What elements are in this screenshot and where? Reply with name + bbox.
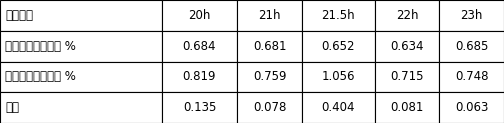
Bar: [374, 0, 439, 31]
Bar: [237, 62, 302, 92]
Bar: [439, 62, 504, 92]
Text: 0.715: 0.715: [390, 70, 424, 83]
Bar: [302, 92, 374, 123]
Text: 0.078: 0.078: [253, 101, 286, 114]
Bar: [162, 0, 237, 31]
Text: 21.5h: 21.5h: [322, 9, 355, 22]
Text: 22h: 22h: [396, 9, 418, 22]
Bar: [237, 92, 302, 123]
Text: 0.135: 0.135: [183, 101, 216, 114]
Text: 0.652: 0.652: [322, 40, 355, 53]
Text: 23h: 23h: [461, 9, 483, 22]
Bar: [439, 0, 504, 31]
Bar: [237, 0, 302, 31]
Bar: [162, 31, 237, 62]
Bar: [0, 92, 162, 123]
Text: 1.056: 1.056: [322, 70, 355, 83]
Bar: [302, 31, 374, 62]
Bar: [0, 0, 162, 31]
Bar: [374, 92, 439, 123]
Text: 0.759: 0.759: [253, 70, 286, 83]
Bar: [162, 62, 237, 92]
Bar: [374, 31, 439, 62]
Bar: [237, 31, 302, 62]
Bar: [439, 92, 504, 123]
Text: 21h: 21h: [258, 9, 281, 22]
Text: 0.681: 0.681: [253, 40, 286, 53]
Bar: [0, 62, 162, 92]
Text: 0.685: 0.685: [455, 40, 488, 53]
Text: 0.634: 0.634: [390, 40, 424, 53]
Text: 药材有效成分含量 %: 药材有效成分含量 %: [5, 40, 76, 53]
Bar: [0, 31, 162, 62]
Text: 浸泡时间: 浸泡时间: [5, 9, 33, 22]
Text: 饮片有效成分含量 %: 饮片有效成分含量 %: [5, 70, 76, 83]
Text: 0.081: 0.081: [390, 101, 424, 114]
Bar: [374, 62, 439, 92]
Text: 0.404: 0.404: [322, 101, 355, 114]
Bar: [162, 92, 237, 123]
Text: 20h: 20h: [188, 9, 211, 22]
Text: 0.748: 0.748: [455, 70, 488, 83]
Bar: [302, 0, 374, 31]
Text: 0.063: 0.063: [455, 101, 488, 114]
Text: 0.684: 0.684: [182, 40, 216, 53]
Text: 0.819: 0.819: [182, 70, 216, 83]
Bar: [439, 31, 504, 62]
Bar: [302, 62, 374, 92]
Text: 增量: 增量: [5, 101, 19, 114]
